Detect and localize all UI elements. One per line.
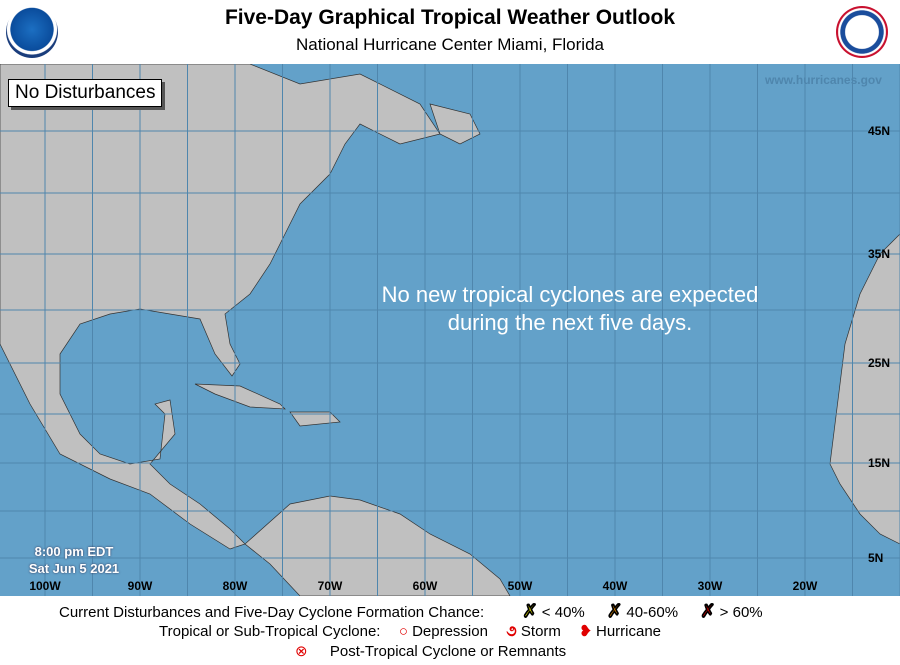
issue-date-text: Sat Jun 5 2021 xyxy=(28,561,120,576)
page-subtitle: National Hurricane Center Miami, Florida xyxy=(295,35,604,54)
longitude-label: 100W xyxy=(29,579,61,593)
cyclone-label: Tropical or Sub-Tropical Cyclone: xyxy=(159,623,381,640)
latitude-label: 45N xyxy=(868,124,891,138)
status-box: No Disturbances xyxy=(8,79,163,107)
north-america xyxy=(0,64,441,550)
hurricane-label: Hurricane xyxy=(596,623,662,640)
greenland-newfoundland xyxy=(429,103,481,145)
longitude-label: 50W xyxy=(507,579,533,593)
longitude-label: 40W xyxy=(602,579,628,593)
longitude-label: 90W xyxy=(127,579,153,593)
hispaniola xyxy=(289,411,341,427)
depression-icon: ○ xyxy=(398,623,408,640)
post-tropical-icon: ⊗ xyxy=(295,643,308,660)
lat-lon-grid xyxy=(0,64,900,596)
map-canvas xyxy=(0,64,900,596)
formation-chance-label: Current Disturbances and Five-Day Cyclon… xyxy=(59,604,485,621)
high-chance-label: > 60% xyxy=(719,604,763,621)
message-line-2: during the next five days. xyxy=(447,310,693,335)
storm-icon: ૭ xyxy=(506,623,517,640)
message-line-1: No new tropical cyclones are expected xyxy=(381,282,759,307)
longitude-label: 60W xyxy=(412,579,438,593)
longitude-label: 80W xyxy=(222,579,248,593)
africa xyxy=(829,233,900,545)
cuba xyxy=(194,383,286,410)
outlook-message: No new tropical cyclones are expected du… xyxy=(340,281,800,337)
issue-time: 8:00 pm EDT Sat Jun 5 2021 xyxy=(14,543,134,577)
depression-label: Depression xyxy=(412,623,488,640)
latitude-label: 35N xyxy=(868,247,891,261)
high-chance-x-icon: ✗ xyxy=(700,601,716,622)
medium-chance-x-icon: ✗ xyxy=(607,601,623,622)
low-chance-label: < 40% xyxy=(541,604,585,621)
storm-label: Storm xyxy=(520,623,561,640)
website-watermark[interactable]: www.hurricanes.gov xyxy=(765,73,882,87)
noaa-logo[interactable] xyxy=(6,6,58,58)
longitude-label: 70W xyxy=(317,579,343,593)
latitude-label: 15N xyxy=(868,456,891,470)
header: Five-Day Graphical Tropical Weather Outl… xyxy=(0,0,900,64)
low-chance-x-icon: ✗ xyxy=(522,601,538,622)
medium-chance-label: 40-60% xyxy=(626,604,679,621)
issue-time-text: 8:00 pm EDT xyxy=(34,544,114,559)
hurricane-icon: ❥ xyxy=(579,623,592,640)
post-tropical-label: Post-Tropical Cyclone or Remnants xyxy=(329,643,567,660)
page-title: Five-Day Graphical Tropical Weather Outl… xyxy=(224,6,676,29)
longitude-label: 20W xyxy=(792,579,818,593)
longitude-label: 30W xyxy=(697,579,723,593)
nws-logo[interactable] xyxy=(836,6,888,58)
outlook-map: No Disturbances www.hurricanes.gov No ne… xyxy=(0,64,900,596)
latitude-label: 5N xyxy=(868,551,884,565)
landmasses xyxy=(0,64,900,596)
latitude-label: 25N xyxy=(868,356,891,370)
